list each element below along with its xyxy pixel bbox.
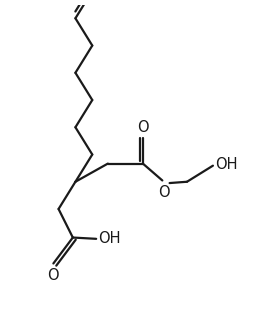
Text: O: O [47,268,59,283]
Text: OH: OH [98,231,121,246]
Text: OH: OH [215,157,237,172]
Text: O: O [158,185,169,200]
Text: O: O [137,119,149,135]
